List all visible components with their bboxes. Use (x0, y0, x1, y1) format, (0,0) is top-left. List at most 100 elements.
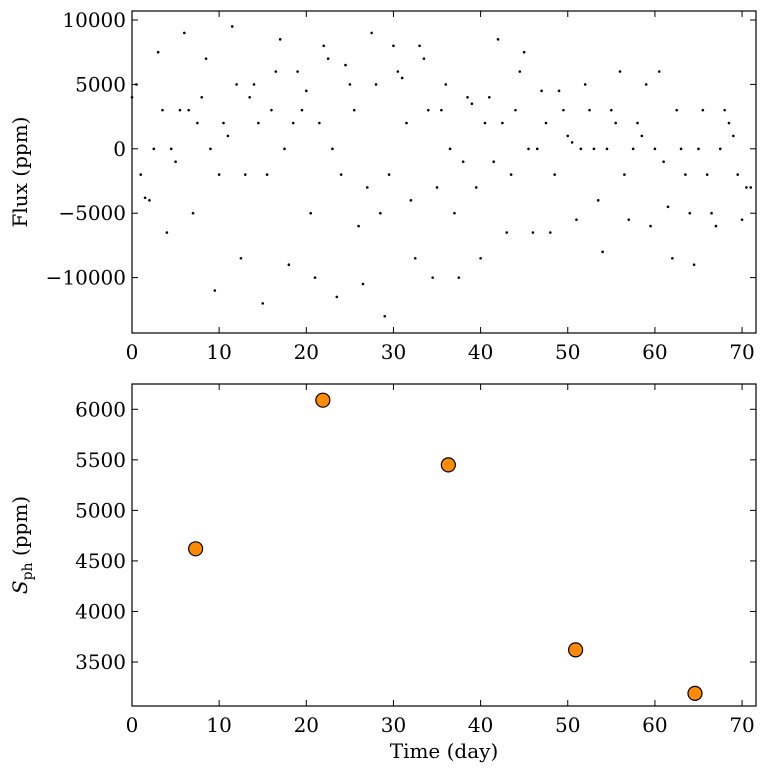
data-point (361, 282, 365, 286)
data-point (522, 50, 526, 54)
y-tick-label: 5000 (75, 498, 126, 522)
data-point (640, 134, 644, 138)
data-point (283, 147, 286, 151)
y-tick-label: 5500 (75, 448, 126, 472)
data-point (274, 70, 278, 73)
data-point (509, 173, 513, 176)
data-point (535, 147, 539, 151)
x-tick-label: 70 (729, 340, 754, 364)
x-tick-label: 0 (126, 340, 139, 364)
data-point (466, 95, 469, 99)
data-point (226, 134, 230, 138)
data-point (627, 218, 631, 221)
data-point (182, 31, 186, 35)
data-point (188, 541, 204, 557)
data-point (740, 218, 744, 221)
data-point (732, 134, 735, 138)
data-point (435, 186, 439, 189)
data-point (278, 38, 282, 41)
data-point (692, 263, 696, 267)
data-point (169, 147, 173, 151)
data-point (383, 314, 387, 318)
subplot: 0 10 20 30 40 50 60 70 3500 4000 4500 5000 5500 6000 T… (8, 383, 757, 763)
data-point (156, 50, 160, 54)
data-point (527, 147, 530, 151)
data-point (723, 108, 726, 112)
subplot: 0 10 20 30 40 50 60 70 −10000 −5000 0 5000 10000 Flux… (8, 8, 757, 364)
data-point (483, 121, 487, 125)
data-point (687, 685, 703, 701)
data-point (514, 108, 517, 112)
data-point (540, 89, 543, 93)
data-point (505, 231, 509, 234)
data-point (213, 289, 217, 292)
data-point (440, 108, 443, 112)
y-label-main: Flux (ppm) (8, 117, 32, 228)
data-point (418, 44, 421, 48)
data-point (305, 89, 308, 93)
data-point (644, 83, 648, 86)
data-point (448, 147, 452, 151)
data-point (666, 205, 670, 209)
data-point (318, 121, 321, 125)
data-point (631, 147, 635, 151)
data-point (688, 211, 692, 215)
data-point (322, 44, 326, 48)
data-point (257, 121, 260, 125)
data-point (339, 173, 343, 176)
data-point (588, 108, 591, 112)
axes-frame (131, 10, 757, 334)
x-axis-label: Time (day) (390, 739, 499, 763)
data-point (422, 57, 426, 60)
x-tick-label: 20 (294, 340, 319, 364)
data-point (440, 457, 456, 473)
data-point (653, 147, 657, 151)
x-tick-label: 40 (468, 340, 493, 364)
data-point (553, 173, 556, 176)
x-tick-label: 50 (555, 713, 580, 737)
data-point (671, 256, 674, 260)
data-point (427, 108, 430, 112)
data-point (592, 147, 596, 151)
data-point (649, 224, 652, 228)
data-point (270, 108, 273, 112)
x-tick-label: 40 (468, 713, 493, 737)
data-point (457, 276, 461, 279)
data-point (392, 44, 395, 48)
data-point (727, 121, 731, 125)
data-point (174, 160, 177, 163)
data-point (605, 147, 609, 151)
axes-frame (131, 383, 757, 707)
data-point (409, 199, 413, 202)
data-point (596, 199, 600, 202)
data-point (675, 108, 678, 112)
data-point (396, 70, 400, 73)
data-point (431, 276, 434, 279)
data-point (222, 121, 225, 125)
data-point (196, 121, 199, 125)
data-point (239, 256, 243, 260)
x-tick-label: 20 (294, 713, 319, 737)
data-point (335, 295, 339, 299)
data-point (344, 63, 347, 67)
data-point (567, 642, 584, 658)
data-point (636, 121, 639, 125)
data-point (209, 147, 212, 151)
data-point (152, 147, 156, 151)
x-tick-label: 0 (126, 713, 139, 737)
data-point (583, 83, 587, 86)
data-point (252, 83, 256, 86)
data-point (531, 231, 535, 234)
data-point (265, 173, 269, 176)
data-point (413, 256, 417, 260)
data-point (348, 83, 352, 86)
data-point (165, 231, 169, 234)
data-point (374, 83, 378, 86)
x-tick-label: 60 (642, 713, 667, 737)
data-point (331, 147, 334, 151)
data-point (610, 108, 613, 112)
x-tick-label: 30 (381, 713, 406, 737)
data-point (488, 95, 491, 99)
data-point (544, 121, 548, 125)
data-point (710, 211, 713, 215)
